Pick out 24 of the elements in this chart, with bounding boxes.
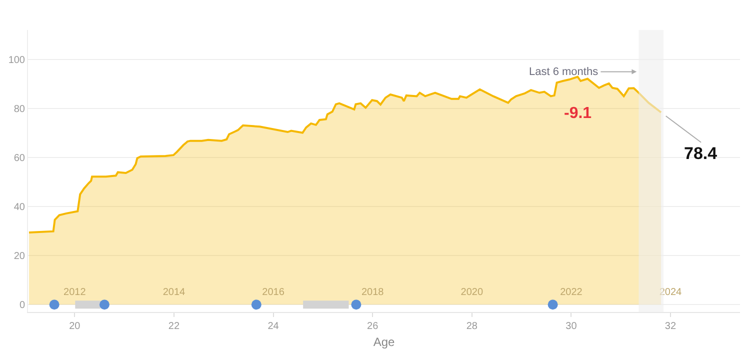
x2-tick-label: 2012	[64, 286, 86, 298]
x2-tick-label: 2016	[262, 286, 285, 298]
y-tick-label: 40	[14, 202, 26, 214]
x-tick-label: 28	[466, 321, 478, 332]
x-tick-label: 22	[168, 321, 180, 332]
x2-tick-label: 2014	[162, 286, 186, 298]
x2-tick-label: 2018	[361, 286, 384, 298]
x-tick-label: 30	[566, 321, 578, 332]
x2-tick-label: 2024	[659, 286, 682, 298]
x-tick-label: 32	[664, 321, 676, 332]
x-axis-title: Age	[373, 334, 395, 349]
y-tick-label: 20	[14, 251, 26, 262]
y-tick-label: 80	[14, 104, 26, 115]
band-label: Last 6 months	[529, 66, 599, 78]
x-tick-label: 24	[268, 321, 280, 332]
x2-tick-label: 2020	[460, 286, 484, 298]
x2-tick-label: 2022	[560, 286, 583, 298]
x-tick-label: 20	[69, 321, 81, 332]
y-tick-label: 0	[19, 300, 26, 312]
annotation: 78.4	[684, 144, 718, 163]
annotation: -9.1	[564, 105, 592, 122]
x-tick-label: 26	[367, 321, 379, 332]
y-tick-label: 60	[14, 153, 26, 164]
y-tick-label: 100	[8, 54, 26, 66]
